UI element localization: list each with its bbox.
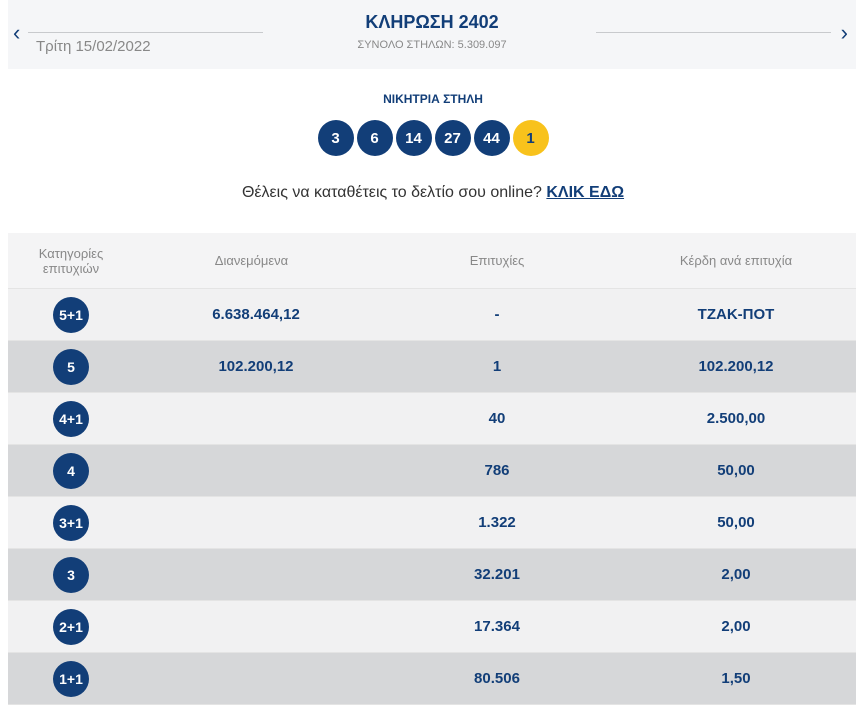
category-badge: 3 (53, 556, 89, 593)
divider (28, 32, 263, 33)
online-cta: Θέλεις να καταθέτεις το δελτίο σου onlin… (0, 184, 866, 202)
prize-cell: 2,00 (721, 566, 751, 583)
category-cell: 4 (8, 452, 134, 489)
category-cell: 3+1 (8, 504, 134, 541)
wins-cell: 32.201 (474, 566, 520, 583)
wins-cell: 80.506 (474, 670, 520, 687)
divider (596, 32, 831, 33)
number-ball: 27 (434, 120, 471, 156)
category-badge: 4+1 (53, 400, 89, 437)
prize-cell: 1,50 (721, 670, 751, 687)
category-cell: 5+1 (8, 296, 134, 333)
prize-cell: 2,00 (721, 618, 751, 635)
number-ball: 44 (473, 120, 510, 156)
prize-cell: 50,00 (717, 462, 755, 479)
category-cell: 5 (8, 348, 134, 385)
number-ball: 6 (356, 120, 393, 156)
category-badge: 4 (53, 452, 89, 489)
wins-cell: 17.364 (474, 618, 520, 635)
draw-title: ΚΛΗΡΩΣΗ 2402 (365, 12, 499, 32)
category-cell: 4+1 (8, 400, 134, 437)
number-ball: 14 (395, 120, 432, 156)
wins-cell: 1.322 (478, 514, 516, 531)
table-row: 3 32.201 2,00 (8, 549, 856, 601)
click-here-link[interactable]: ΚΛΙΚ ΕΔΩ (546, 184, 625, 201)
table-row: 5 102.200,12 1 102.200,12 (8, 341, 856, 393)
col-distributed: Διανεμόμενα (214, 253, 289, 268)
category-badge: 5 (53, 348, 89, 385)
wins-cell: 1 (492, 358, 502, 375)
category-cell: 2+1 (8, 608, 134, 645)
category-badge: 5+1 (53, 296, 89, 333)
col-categories: Κατηγορίες επιτυχιών (38, 245, 104, 276)
category-badge: 1+1 (53, 660, 89, 697)
wins-cell: - (494, 306, 500, 323)
table-row: 2+1 17.364 2,00 (8, 601, 856, 653)
cta-text: Θέλεις να καταθέτεις το δελτίο σου onlin… (241, 184, 542, 201)
prize-cell: 2.500,00 (706, 410, 766, 427)
total-columns: ΣΥΝΟΛΟ ΣΤΗΛΩΝ: 5.309.097 (357, 39, 507, 51)
category-badge: 3+1 (53, 504, 89, 541)
table-row: 5+1 6.638.464,12 - ΤΖΑΚ-ΠΟΤ (8, 289, 856, 341)
table-row: 1+1 80.506 1,50 (8, 653, 856, 705)
results-table: Κατηγορίες επιτυχιών Διανεμόμενα Επιτυχί… (8, 233, 856, 705)
chevron-right-icon[interactable]: › (840, 20, 848, 45)
table-row: 4+1 40 2.500,00 (8, 393, 856, 445)
distributed-cell: 102.200,12 (218, 358, 294, 375)
distributed-cell: 6.638.464,12 (212, 306, 300, 323)
table-row: 3+1 1.322 50,00 (8, 497, 856, 549)
joker-ball: 1 (512, 120, 549, 156)
category-badge: 2+1 (53, 608, 89, 645)
winning-label: ΝΙΚΗΤΡΙΑ ΣΤΗΛΗ (383, 92, 483, 106)
table-header: Κατηγορίες επιτυχιών Διανεμόμενα Επιτυχί… (8, 233, 856, 289)
table-row: 4 786 50,00 (8, 445, 856, 497)
wins-cell: 40 (488, 410, 506, 427)
col-wins: Επιτυχίες (469, 253, 525, 268)
category-cell: 3 (8, 556, 134, 593)
prize-cell: ΤΖΑΚ-ΠΟΤ (697, 306, 775, 323)
number-ball: 3 (317, 120, 354, 156)
prize-cell: 50,00 (717, 514, 755, 531)
draw-header: ‹ › ΚΛΗΡΩΣΗ 2402 Τρίτη 15/02/2022 ΣΥΝΟΛΟ… (8, 0, 856, 69)
prize-cell: 102.200,12 (698, 358, 774, 375)
col-prize: Κέρδη ανά επιτυχία (679, 253, 793, 268)
draw-date: Τρίτη 15/02/2022 (36, 38, 151, 55)
category-cell: 1+1 (8, 660, 134, 697)
wins-cell: 786 (484, 462, 510, 479)
winning-numbers: 3 6 14 27 44 1 (0, 120, 866, 156)
chevron-left-icon[interactable]: ‹ (13, 20, 21, 45)
